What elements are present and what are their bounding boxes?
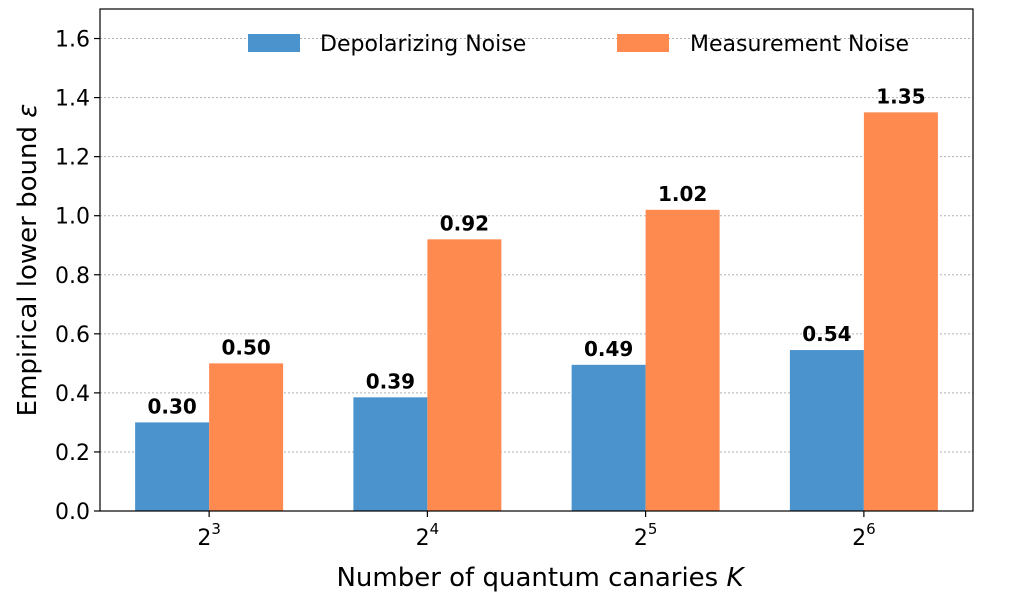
data-label-depolarizing-1: 0.39	[366, 369, 415, 393]
y-tick-label-3: 0.6	[55, 323, 90, 348]
data-label-measurement-2: 1.02	[658, 182, 707, 206]
bar-measurement-2	[645, 209, 720, 512]
bar-depolarizing-0	[135, 422, 210, 511]
y-tick-label-4: 0.8	[55, 264, 90, 289]
data-label-measurement-3: 1.35	[876, 84, 925, 108]
y-tick-label-0: 0.0	[55, 500, 90, 525]
bar-depolarizing-2	[571, 364, 646, 511]
x-tick-label-3: 26	[852, 520, 876, 551]
y-tick-label-7: 1.4	[55, 87, 90, 112]
y-tick-label-2: 0.4	[55, 382, 90, 407]
y-tick-label-6: 1.2	[55, 146, 90, 171]
bar-measurement-0	[209, 363, 284, 511]
bar-depolarizing-3	[789, 350, 864, 511]
data-label-depolarizing-3: 0.54	[802, 322, 851, 346]
x-tick-label-0: 23	[197, 520, 221, 551]
x-tick-label-2: 25	[634, 520, 658, 551]
data-label-layer: 0.30 0.50 0.39 0.92 0.49 1.02 0.54 1.35	[147, 84, 925, 418]
x-axis: 23 24 25 26	[197, 511, 876, 551]
plot-frame	[99, 8, 974, 512]
legend-label-measurement: Measurement Noise	[690, 32, 909, 57]
legend-label-depolarizing: Depolarizing Noise	[320, 32, 526, 57]
data-label-measurement-1: 0.92	[440, 211, 489, 235]
bar-depolarizing-1	[353, 397, 428, 511]
x-tick-label-1: 24	[416, 520, 440, 551]
y-axis: 0.0 0.2 0.4 0.6 0.8 1.0 1.2 1.4 1.6	[55, 28, 100, 525]
y-tick-label-5: 1.0	[55, 205, 90, 230]
data-label-depolarizing-0: 0.30	[147, 394, 196, 418]
bar-measurement-3	[863, 112, 938, 512]
y-tick-label-8: 1.6	[55, 28, 90, 53]
bar-measurement-1	[427, 239, 502, 511]
y-tick-label-1: 0.2	[55, 441, 90, 466]
data-label-depolarizing-2: 0.49	[584, 337, 633, 361]
legend-swatch-depolarizing	[248, 34, 300, 52]
x-axis-label: Number of quantum canaries K	[336, 563, 745, 593]
data-label-measurement-0: 0.50	[221, 335, 270, 359]
bar-layer	[135, 112, 938, 512]
legend-swatch-measurement	[617, 34, 669, 52]
y-axis-label: Empirical lower bound ε	[13, 104, 43, 417]
legend: Depolarizing Noise Measurement Noise	[248, 32, 909, 57]
